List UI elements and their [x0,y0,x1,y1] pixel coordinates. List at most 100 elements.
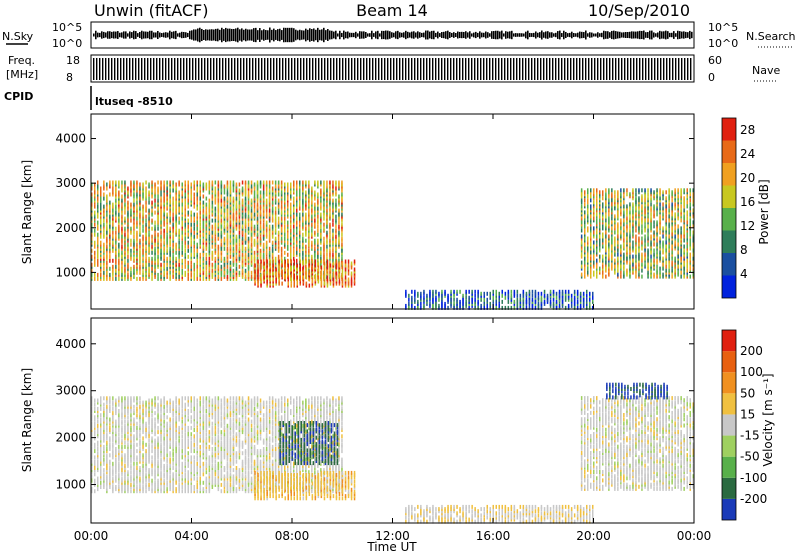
echo-cell [453,297,455,302]
nsky-bar [297,30,299,40]
echo-cell [477,299,479,304]
echo-cell [148,190,150,195]
echo-cell [226,180,229,185]
nsearch-tick-high: 10^5 [708,21,738,34]
echo-cell [632,244,634,249]
echo-cell [277,222,280,227]
freq-bar [612,58,614,80]
nsky-bar [597,32,599,38]
echo-cell [235,196,238,201]
echo-cell [323,216,325,221]
echo-cell [136,206,138,211]
echo-cell [118,258,120,263]
echo-cell [299,256,301,261]
freq-bar [375,58,377,80]
echo-cell [274,180,277,185]
echo-cell [605,228,607,233]
echo-cell [580,204,583,209]
freq-bar [117,58,119,80]
echo-cell [148,182,150,187]
echo-cell [459,299,461,304]
echo-cell [148,232,150,237]
freq-bar [258,58,260,80]
echo-cell [112,186,114,191]
echo-cell [238,242,241,247]
echo-cell [314,273,317,278]
echo-cell [408,301,410,306]
echo-cell [136,242,138,247]
echo-cell [274,246,277,251]
echo-cell [299,200,301,205]
echo-cell [305,238,307,243]
freq-unit-label: [MHz] [6,68,38,81]
echo-cell [629,192,631,197]
echo-cell [602,254,604,259]
echo-cell [608,188,610,193]
echo-cell [540,291,543,296]
echo-cell [320,198,322,203]
echo-cell [537,295,540,300]
echo-cell [220,208,223,213]
nsky-bar [215,28,217,42]
echo-cell [154,182,156,187]
echo-cell [605,244,607,249]
nsky-bar [669,32,671,38]
echo-cell [184,180,186,185]
echo-cell [217,250,220,255]
echo-cell [130,266,132,271]
nsky-bar [683,31,685,39]
echo-cell [605,208,607,213]
echo-cell [326,208,328,213]
echo-cell [308,226,310,231]
echo-cell [250,246,253,251]
nsky-bar [157,30,159,40]
echo-cell [220,180,223,185]
echo-cell [265,222,268,227]
echo-cell [599,246,601,251]
echo-cell [274,198,277,203]
nsky-bar [321,29,323,41]
freq-bar [105,58,107,80]
echo-cell [314,263,317,268]
echo-cell [139,226,141,231]
echo-cell [308,210,310,215]
echo-cell [160,272,162,277]
freq-bar [627,58,629,80]
echo-cell [558,303,561,308]
echo-cell [103,196,105,201]
echo-cell [136,200,138,205]
echo-cell [187,260,189,265]
freq-bar [519,58,521,80]
echo-cell [344,281,347,286]
echo-cell [280,222,283,227]
nsky-bar [213,29,215,41]
echo-cell [462,299,464,304]
freq-bar [489,58,491,80]
echo-cell [274,222,277,227]
nsky-bar [179,32,181,38]
nsky-bar [443,31,445,39]
echo-cell [341,192,343,197]
echo-cell [115,204,117,209]
echo-cell [157,222,159,227]
echo-cell [638,272,640,277]
echo-cell [193,196,195,201]
echo-cell [525,305,528,310]
echo-cell [320,250,322,255]
nsky-bar [553,33,555,37]
echo-cell [205,260,208,265]
echo-cell [172,212,174,217]
echo-cell [190,248,192,253]
echo-cell [232,268,235,273]
nsky-bar [189,30,191,40]
echo-cell [211,194,214,199]
echo-cell [256,180,259,185]
echo-cell [605,188,607,193]
echo-cell [166,234,168,239]
echo-cell [564,289,567,294]
echo-cell [507,299,510,304]
echo-cell [314,218,316,223]
nsky-bar [571,31,573,39]
echo-cell [275,267,277,272]
echo-cell [590,198,592,203]
